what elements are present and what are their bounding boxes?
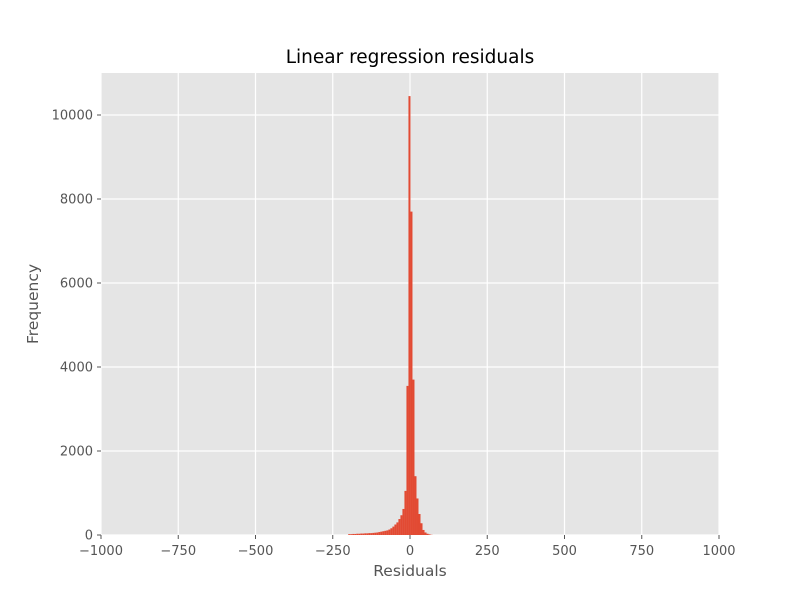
histogram-bar: [424, 532, 427, 535]
x-tick-label: 500: [552, 544, 577, 559]
histogram-bar: [352, 533, 355, 535]
histogram-bar: [362, 533, 365, 535]
histogram-bar: [358, 533, 361, 535]
histogram-bar: [384, 530, 387, 535]
histogram-bar: [418, 514, 421, 535]
histogram-bar: [404, 490, 407, 535]
histogram-bar: [386, 530, 389, 535]
x-tick-label: 0: [406, 544, 414, 559]
histogram-bar: [376, 532, 379, 535]
histogram-bar: [392, 526, 395, 535]
histogram-bar: [398, 519, 401, 535]
histogram-bar: [410, 211, 413, 535]
y-axis-ticks: 0 2000 4000 6000 8000 10000: [52, 109, 101, 544]
x-axis-label: Residuals: [373, 562, 447, 580]
x-tick-label: −500: [238, 544, 274, 559]
x-tick-label: 750: [629, 544, 654, 559]
y-tick-label: 6000: [60, 277, 93, 292]
histogram-bar: [360, 533, 363, 535]
histogram-bar: [420, 523, 423, 535]
x-tick-label: 250: [475, 544, 500, 559]
x-axis-ticks: −1000 −750 −500 −250 0 250 500 750 1000: [79, 535, 736, 559]
histogram-bar: [354, 533, 357, 535]
histogram-bar: [388, 529, 391, 535]
histogram-bar: [414, 476, 417, 535]
x-tick-label: −1000: [79, 544, 123, 559]
y-tick-label: 2000: [60, 445, 93, 460]
histogram-bar: [396, 522, 399, 535]
x-tick-label: −250: [315, 544, 351, 559]
histogram-bar: [374, 532, 377, 535]
histogram-bar: [390, 528, 393, 535]
histogram-bar: [350, 534, 353, 535]
histogram-bars: [348, 96, 433, 535]
histogram-bar: [368, 533, 371, 535]
histogram-bar: [416, 498, 419, 535]
histogram-bar: [428, 534, 431, 535]
histogram-bar: [348, 534, 351, 535]
x-tick-label: −750: [160, 544, 196, 559]
histogram-bar: [378, 532, 381, 535]
histogram-bar: [406, 385, 409, 535]
histogram-bar: [372, 532, 375, 535]
histogram-bar: [366, 533, 369, 535]
y-tick-label: 0: [85, 529, 93, 544]
y-axis-label: Frequency: [24, 264, 42, 344]
x-tick-label: 1000: [702, 544, 735, 559]
histogram-bar: [402, 508, 405, 535]
chart-title: Linear regression residuals: [286, 47, 535, 68]
histogram-bar: [380, 531, 383, 535]
histogram-bar: [356, 533, 359, 535]
histogram-bar: [364, 533, 367, 535]
y-tick-label: 4000: [60, 361, 93, 376]
y-tick-label: 8000: [60, 193, 93, 208]
histogram-bar: [426, 533, 429, 535]
histogram-bar: [400, 515, 403, 535]
y-tick-label: 10000: [52, 109, 93, 124]
histogram-bar: [370, 533, 373, 535]
histogram-bar: [422, 529, 425, 535]
histogram-bar: [412, 379, 415, 535]
histogram-bar: [382, 531, 385, 535]
histogram-bar: [394, 524, 397, 535]
histogram-bar: [408, 96, 411, 535]
